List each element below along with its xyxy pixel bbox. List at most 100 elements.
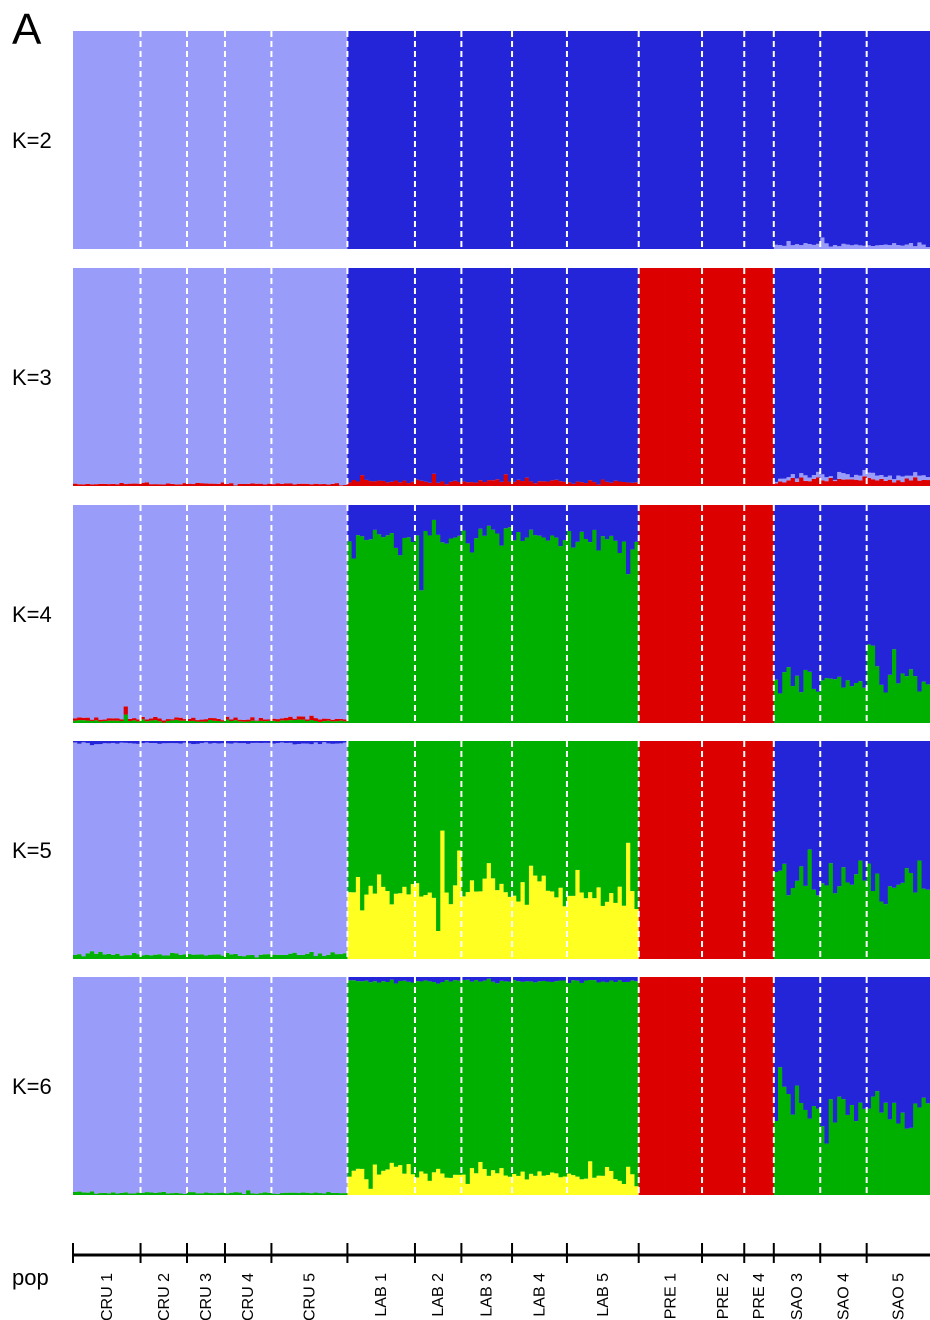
bar-segment-blue xyxy=(803,741,808,886)
bar-segment-blue xyxy=(440,505,445,543)
bar-segment-yellow xyxy=(347,1176,353,1195)
bar-segment-blue xyxy=(579,977,585,983)
bar-segment-green xyxy=(406,741,412,895)
bar-segment-green xyxy=(490,529,496,723)
bar-segment-yellow xyxy=(482,1169,488,1195)
bar-segment-blue xyxy=(461,268,467,482)
bar-segment-blue xyxy=(148,741,154,743)
bar-segment-lavender xyxy=(913,472,918,478)
pop-tick-label: SAO 3 xyxy=(789,1273,806,1320)
bar-segment-lavender xyxy=(237,505,243,720)
bar-segment-red xyxy=(212,483,217,486)
bar-segment-green xyxy=(486,978,492,1176)
bar-segment-blue xyxy=(389,505,395,534)
bar-segment-lavender xyxy=(330,268,336,484)
bar-segment-lavender xyxy=(203,505,209,720)
bar-segment-green xyxy=(579,982,585,1180)
bar-segment-yellow xyxy=(385,891,391,959)
bar-segment-lavender xyxy=(305,977,310,1193)
bar-segment-red xyxy=(727,741,732,959)
bar-segment-red xyxy=(664,977,669,1195)
bar-segment-blue xyxy=(402,31,407,249)
bar-segment-green xyxy=(224,952,230,959)
bar-segment-lavender xyxy=(229,977,234,1193)
bar-segment-green xyxy=(271,1193,277,1195)
bar-segment-blue xyxy=(267,741,272,743)
bar-segment-red xyxy=(427,482,433,486)
bar-segment-red xyxy=(702,977,707,1195)
bar-segment-blue xyxy=(626,31,631,249)
bar-segment-green xyxy=(360,741,365,911)
bar-segment-lavender xyxy=(85,977,91,1193)
bar-segment-lavender xyxy=(246,505,251,720)
bar-segment-green xyxy=(579,531,585,723)
bar-segment-green xyxy=(634,541,640,723)
bar-segment-lavender xyxy=(925,477,930,481)
bar-segment-lavender xyxy=(870,246,876,249)
bar-segment-blue xyxy=(832,268,838,480)
bar-segment-blue xyxy=(630,31,635,249)
bar-segment-yellow xyxy=(385,1169,391,1195)
bar-segment-red xyxy=(735,977,741,1195)
bar-segment-yellow xyxy=(512,1174,517,1195)
bar-segment-lavender xyxy=(790,474,796,478)
bar-segment-blue xyxy=(790,31,796,246)
bar-segment-green xyxy=(351,980,357,1171)
bar-segment-green xyxy=(347,541,353,723)
bar-segment-green xyxy=(621,741,627,906)
bar-segment-lavender xyxy=(343,505,348,720)
bar-segment-green xyxy=(195,721,201,723)
bar-segment-blue xyxy=(925,505,930,685)
bar-segment-green xyxy=(368,982,374,1189)
bar-segment-green xyxy=(849,884,855,959)
bar-segment-green xyxy=(896,1123,901,1195)
bar-segment-red xyxy=(862,476,868,486)
bar-segment-yellow xyxy=(393,1166,399,1195)
bar-segment-red xyxy=(676,505,682,723)
bar-segment-lavender xyxy=(892,479,897,483)
bar-segment-green xyxy=(499,545,505,723)
bar-segment-green xyxy=(300,955,306,959)
bar-segment-blue xyxy=(870,977,876,1097)
bar-segment-red xyxy=(883,480,889,486)
bar-segment-green xyxy=(414,741,420,884)
bar-segment-yellow xyxy=(516,1175,521,1195)
bar-segment-green xyxy=(828,863,834,959)
bar-segment-green xyxy=(562,539,568,723)
bar-segment-lavender xyxy=(73,977,78,1192)
bar-segment-blue xyxy=(862,741,868,881)
bar-segment-lavender xyxy=(115,31,120,249)
bar-segment-green xyxy=(355,741,361,877)
bar-segment-blue xyxy=(465,977,471,980)
bar-segment-green xyxy=(786,895,792,959)
bar-segment-yellow xyxy=(465,892,471,959)
bar-segment-blue xyxy=(664,31,669,249)
bar-segment-green xyxy=(254,721,260,723)
bar-segment-lavender xyxy=(148,505,154,719)
bar-segment-lavender xyxy=(313,977,319,1193)
bar-segment-blue xyxy=(161,741,167,744)
bar-segment-blue xyxy=(486,505,492,526)
bar-segment-red xyxy=(372,481,378,486)
panel-k-6: K=6 xyxy=(12,977,930,1195)
bar-segment-green xyxy=(465,741,471,893)
bar-segment-lavender xyxy=(170,743,175,953)
bar-segment-blue xyxy=(474,268,479,483)
bar-segment-lavender xyxy=(102,743,108,955)
bar-segment-blue xyxy=(786,505,792,668)
bar-segment-blue xyxy=(229,741,234,744)
bar-segment-red xyxy=(841,479,846,486)
bar-segment-blue xyxy=(588,977,593,981)
bar-segment-red xyxy=(106,484,112,486)
bar-segment-red xyxy=(338,718,344,721)
bar-segment-lavender xyxy=(828,246,834,249)
bar-segment-red xyxy=(837,478,842,486)
bar-segment-lavender xyxy=(900,245,906,249)
bar-segment-green xyxy=(892,887,897,959)
bar-segment-blue xyxy=(431,977,437,983)
bar-segment-red xyxy=(203,483,209,486)
bar-segment-yellow xyxy=(406,1164,412,1195)
bar-segment-lavender xyxy=(229,743,234,955)
bar-segment-red xyxy=(507,481,513,486)
bar-segment-lavender xyxy=(123,31,129,249)
